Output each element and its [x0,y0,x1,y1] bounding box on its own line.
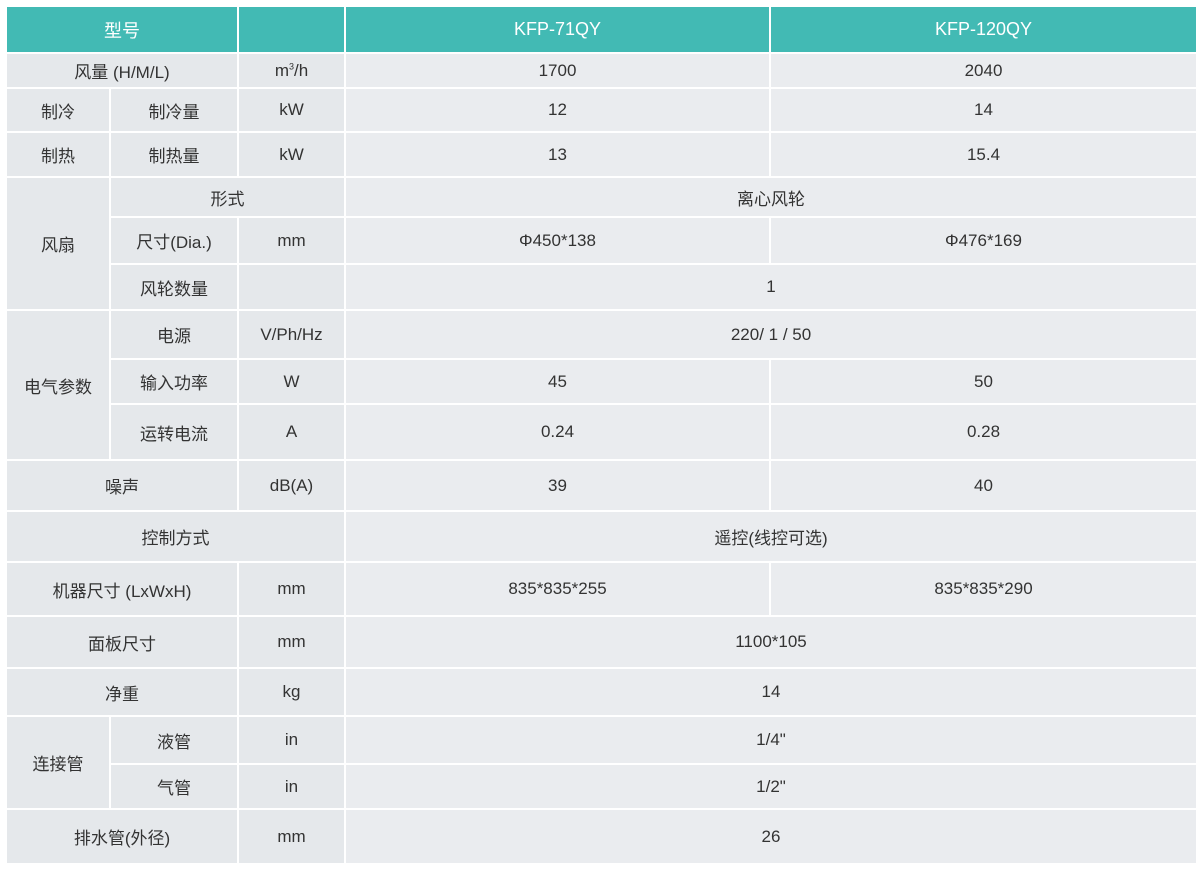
unit: in [237,715,346,765]
table-row: 风扇 形式 离心风轮 [5,176,1198,311]
group-label: 制热 [5,131,111,178]
table-row: 尺寸(Dia.) mm Φ450*138 Φ476*169 [6,216,1198,265]
spec-table: 型号 KFP-71QY KFP-120QY 风量 (H/M/L) m3/h 17… [5,5,1198,865]
table-row: 控制方式 遥控(线控可选) [5,510,1198,563]
table-row: 连接管 液管 in 1/4" [5,715,1198,810]
value-2: 0.28 [769,403,1198,461]
table-row: 气管 in 1/2" [6,763,1198,810]
value: 26 [344,808,1198,865]
unit: kW [237,87,346,133]
table-row: 运转电流 A 0.24 0.28 [6,403,1198,461]
row-label: 面板尺寸 [5,615,239,669]
table-row: 制热 制热量 kW 13 15.4 [5,131,1198,178]
row-label: 控制方式 [5,510,346,563]
value: 14 [344,667,1198,717]
value-1: 0.24 [344,403,771,461]
value-1: 39 [344,459,771,512]
value-1: 1700 [344,52,771,89]
row-label: 尺寸(Dia.) [109,216,239,265]
table-row: 噪声 dB(A) 39 40 [5,459,1198,512]
unit: A [237,403,346,461]
unit: mm [237,808,346,865]
table-row: 电气参数 电源 V/Ph/Hz 220/ 1 / 50 [5,309,1198,461]
row-label: 噪声 [5,459,239,512]
table-row: 风轮数量 1 [6,263,1198,311]
value-2: 835*835*290 [769,561,1198,617]
row-label: 液管 [109,715,239,765]
row-label: 形式 [109,176,346,218]
unit [237,263,346,311]
table-row: 制冷 制冷量 kW 12 14 [5,87,1198,133]
value: 220/ 1 / 50 [344,309,1198,360]
model-label: 型号 [5,5,239,54]
table-row: 机器尺寸 (LxWxH) mm 835*835*255 835*835*290 [5,561,1198,617]
unit: dB(A) [237,459,346,512]
table-row: 风量 (H/M/L) m3/h 1700 2040 [5,52,1198,89]
value: 1/2" [344,763,1198,810]
value: 1/4" [344,715,1198,765]
table-row: 净重 kg 14 [5,667,1198,717]
table-row: 排水管(外径) mm 26 [5,808,1198,865]
unit: V/Ph/Hz [237,309,346,360]
row-label: 运转电流 [109,403,239,461]
unit: in [237,763,346,810]
value-2: 2040 [769,52,1198,89]
table-row: 输入功率 W 45 50 [6,358,1198,405]
group-label: 风扇 [5,176,111,311]
model-2: KFP-120QY [769,5,1198,54]
value-2: Φ476*169 [769,216,1198,265]
unit: mm [237,615,346,669]
header-row: 型号 KFP-71QY KFP-120QY [5,5,1198,54]
row-label: 风量 (H/M/L) [5,52,239,89]
value: 离心风轮 [344,176,1198,218]
unit-header [237,5,346,54]
value-2: 14 [769,87,1198,133]
row-label: 机器尺寸 (LxWxH) [5,561,239,617]
unit: W [237,358,346,405]
row-label: 制热量 [109,131,239,178]
row-label: 输入功率 [109,358,239,405]
value-1: Φ450*138 [344,216,771,265]
value-1: 12 [344,87,771,133]
row-label: 排水管(外径) [5,808,239,865]
value-2: 15.4 [769,131,1198,178]
unit: m3/h [237,52,346,89]
row-label: 制冷量 [109,87,239,133]
value-2: 50 [769,358,1198,405]
group-label: 连接管 [5,715,111,810]
unit: kg [237,667,346,717]
value-2: 40 [769,459,1198,512]
unit: mm [237,216,346,265]
row-label: 净重 [5,667,239,717]
value-1: 835*835*255 [344,561,771,617]
group-label: 制冷 [5,87,111,133]
unit: kW [237,131,346,178]
value: 1 [344,263,1198,311]
row-label: 电源 [109,309,239,360]
group-label: 电气参数 [5,309,111,461]
row-label: 风轮数量 [109,263,239,311]
value: 遥控(线控可选) [344,510,1198,563]
unit: mm [237,561,346,617]
value-1: 13 [344,131,771,178]
table-row: 面板尺寸 mm 1100*105 [5,615,1198,669]
model-1: KFP-71QY [344,5,771,54]
value-1: 45 [344,358,771,405]
row-label: 气管 [109,763,239,810]
value: 1100*105 [344,615,1198,669]
